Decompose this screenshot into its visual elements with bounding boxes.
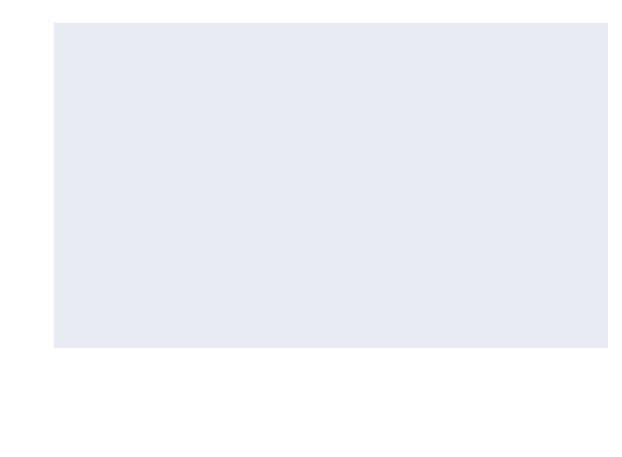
plot-area [54, 23, 608, 348]
chart-figure [0, 0, 622, 457]
